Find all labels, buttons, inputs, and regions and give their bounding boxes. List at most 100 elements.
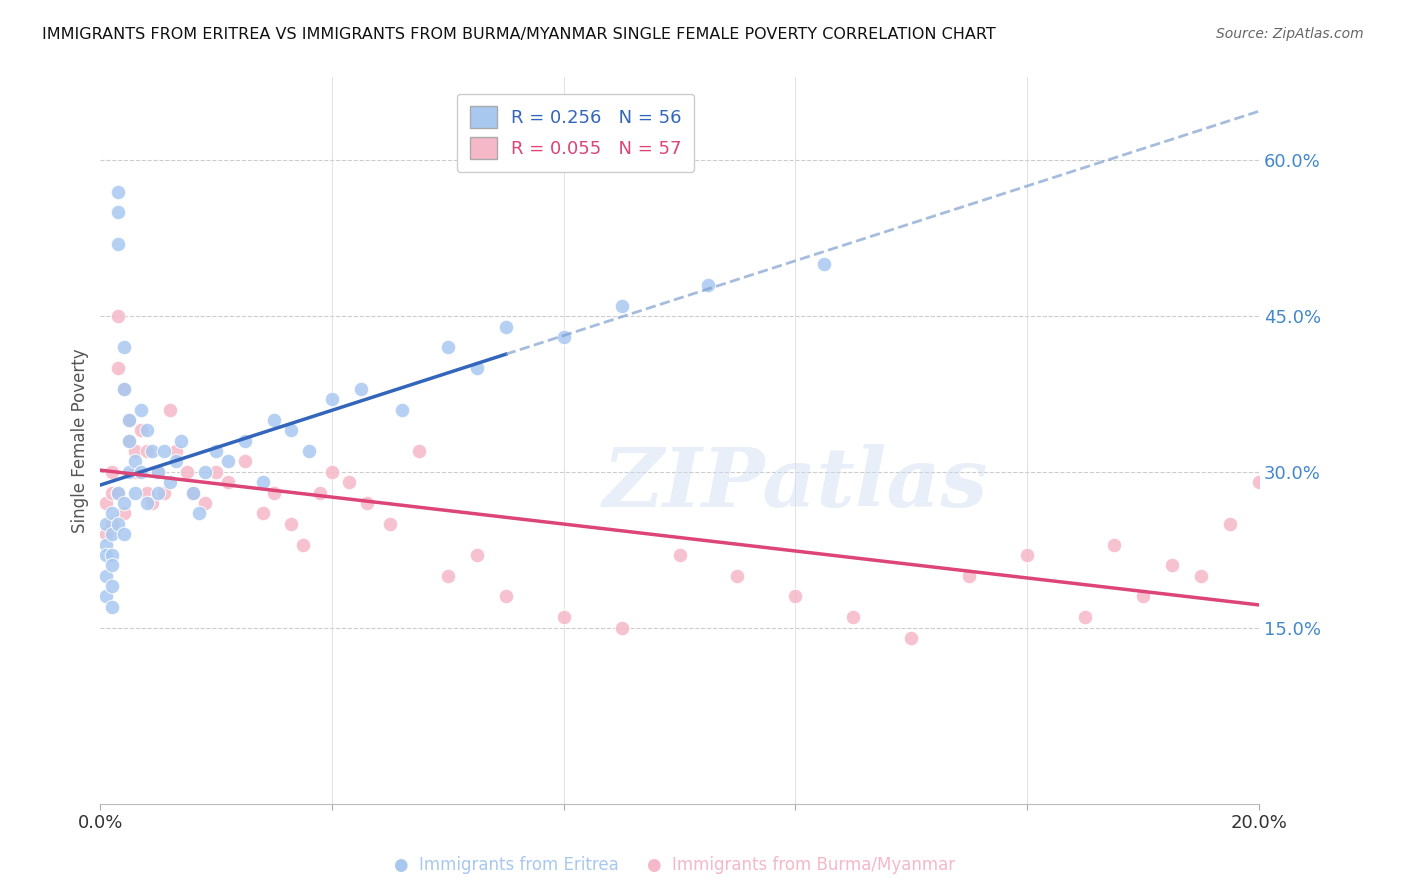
Point	[391, 402, 413, 417]
Point	[112, 382, 135, 396]
Point	[233, 434, 256, 448]
Point	[263, 485, 285, 500]
Point	[1015, 548, 1038, 562]
Point	[1132, 590, 1154, 604]
Point	[118, 413, 141, 427]
Point	[135, 485, 157, 500]
Point	[118, 413, 141, 427]
Point	[957, 568, 980, 582]
Y-axis label: Single Female Poverty: Single Female Poverty	[72, 349, 89, 533]
Point	[437, 568, 460, 582]
Point	[1074, 610, 1097, 624]
Point	[217, 475, 239, 490]
Point	[165, 444, 187, 458]
Point	[727, 568, 749, 582]
Point	[495, 590, 517, 604]
Point	[553, 330, 575, 344]
Point	[181, 485, 204, 500]
Point	[610, 299, 633, 313]
Text: ●  Immigrants from Eritrea: ● Immigrants from Eritrea	[394, 855, 619, 873]
Point	[101, 579, 124, 593]
Point	[1189, 568, 1212, 582]
Point	[94, 568, 117, 582]
Text: ZIPatlas: ZIPatlas	[603, 444, 988, 524]
Point	[101, 558, 124, 573]
Point	[205, 444, 228, 458]
Point	[181, 485, 204, 500]
Point	[94, 590, 117, 604]
Point	[101, 465, 124, 479]
Point	[1102, 537, 1125, 551]
Point	[118, 434, 141, 448]
Point	[124, 454, 146, 468]
Point	[94, 548, 117, 562]
Point	[101, 516, 124, 531]
Point	[101, 485, 124, 500]
Point	[465, 361, 488, 376]
Point	[900, 631, 922, 645]
Point	[378, 516, 401, 531]
Point	[107, 205, 129, 219]
Point	[321, 392, 343, 407]
Point	[101, 548, 124, 562]
Point	[118, 465, 141, 479]
Point	[610, 621, 633, 635]
Legend: R = 0.256   N = 56, R = 0.055   N = 57: R = 0.256 N = 56, R = 0.055 N = 57	[457, 94, 695, 172]
Point	[129, 402, 152, 417]
Point	[112, 507, 135, 521]
Point	[339, 475, 361, 490]
Point	[1160, 558, 1182, 573]
Point	[194, 465, 217, 479]
Point	[129, 423, 152, 437]
Point	[107, 516, 129, 531]
Point	[350, 382, 373, 396]
Point	[252, 507, 274, 521]
Point	[697, 278, 720, 293]
Point	[280, 516, 302, 531]
Text: IMMIGRANTS FROM ERITREA VS IMMIGRANTS FROM BURMA/MYANMAR SINGLE FEMALE POVERTY C: IMMIGRANTS FROM ERITREA VS IMMIGRANTS FR…	[42, 27, 995, 42]
Point	[135, 496, 157, 510]
Point	[668, 548, 690, 562]
Point	[176, 465, 198, 479]
Point	[124, 444, 146, 458]
Point	[94, 537, 117, 551]
Point	[495, 319, 517, 334]
Point	[280, 423, 302, 437]
Point	[194, 496, 217, 510]
Point	[135, 444, 157, 458]
Point	[107, 485, 129, 500]
Point	[165, 454, 187, 468]
Point	[205, 465, 228, 479]
Point	[153, 485, 176, 500]
Point	[170, 434, 193, 448]
Text: Source: ZipAtlas.com: Source: ZipAtlas.com	[1216, 27, 1364, 41]
Point	[159, 402, 181, 417]
Point	[124, 485, 146, 500]
Point	[148, 485, 170, 500]
Point	[321, 465, 343, 479]
Point	[159, 475, 181, 490]
Point	[553, 610, 575, 624]
Point	[437, 340, 460, 354]
Point	[785, 590, 807, 604]
Point	[356, 496, 378, 510]
Point	[107, 236, 129, 251]
Point	[252, 475, 274, 490]
Point	[94, 527, 117, 541]
Point	[141, 496, 163, 510]
Point	[187, 507, 209, 521]
Point	[107, 485, 129, 500]
Point	[813, 257, 835, 271]
Point	[112, 496, 135, 510]
Point	[135, 423, 157, 437]
Point	[233, 454, 256, 468]
Point	[124, 465, 146, 479]
Point	[263, 413, 285, 427]
Point	[408, 444, 430, 458]
Point	[309, 485, 332, 500]
Point	[112, 527, 135, 541]
Point	[94, 496, 117, 510]
Point	[1219, 516, 1241, 531]
Point	[112, 382, 135, 396]
Point	[101, 527, 124, 541]
